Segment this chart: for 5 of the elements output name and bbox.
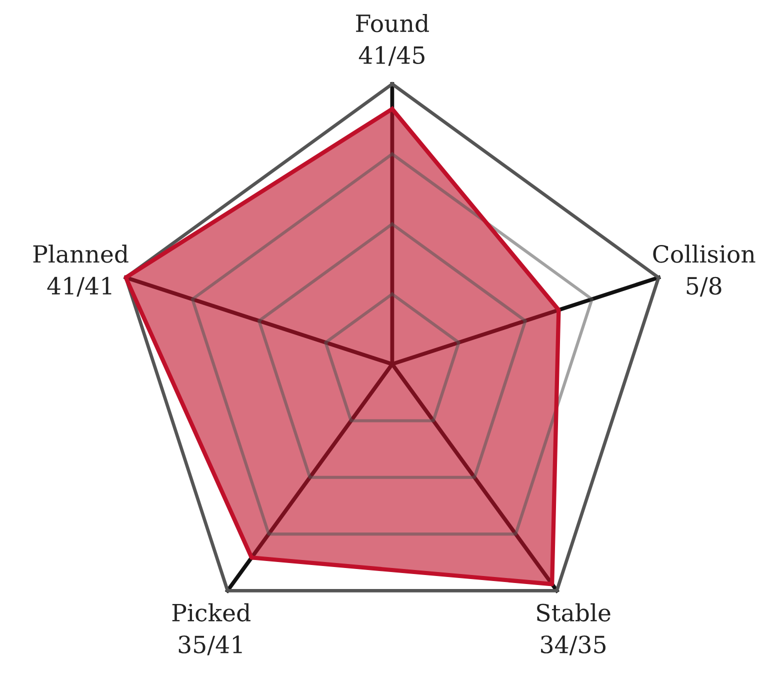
spoke-label: Picked 35/41 xyxy=(172,603,250,656)
spoke-label: Planned 41/41 xyxy=(33,244,128,297)
spoke-label: Collision 5/8 xyxy=(653,244,756,297)
spoke-label: Stable 34/35 xyxy=(537,603,610,656)
spoke-label: Found 41/45 xyxy=(356,14,429,66)
